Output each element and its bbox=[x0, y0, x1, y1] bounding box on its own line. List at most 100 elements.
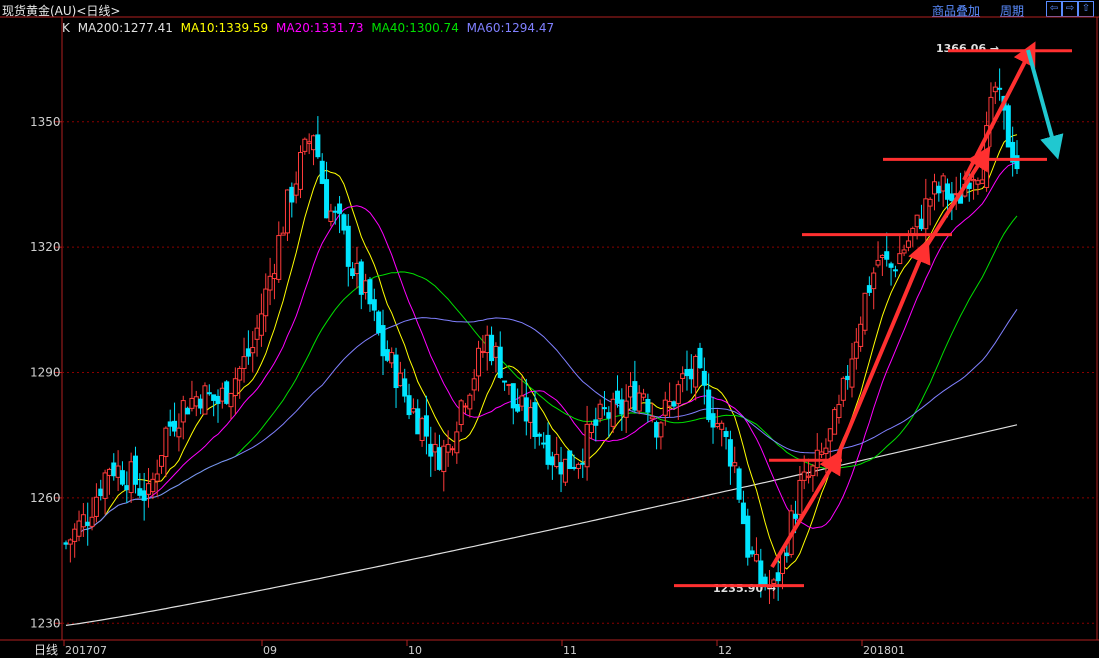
candle-body bbox=[606, 412, 612, 419]
candle-body bbox=[636, 392, 642, 412]
legend-ma200: MA200:1277.41 bbox=[77, 21, 173, 35]
candle-body bbox=[410, 408, 416, 413]
overlay-button[interactable]: 商品叠加 bbox=[932, 4, 981, 18]
candle-body bbox=[93, 496, 99, 517]
candle-body bbox=[753, 554, 759, 562]
ma-legend: K MA200:1277.41 MA10:1339.59 MA20:1331.7… bbox=[62, 21, 558, 35]
candle-body bbox=[132, 455, 138, 485]
candle-body bbox=[237, 367, 243, 381]
candle-body bbox=[853, 341, 859, 359]
candle-body bbox=[619, 399, 625, 415]
candle-body bbox=[215, 395, 221, 404]
candle-body bbox=[315, 134, 321, 158]
candle-body bbox=[354, 262, 360, 275]
candle-body bbox=[159, 455, 165, 467]
candle-body bbox=[931, 181, 937, 195]
candle-body bbox=[688, 368, 694, 380]
candle-body bbox=[189, 397, 195, 409]
candle-body bbox=[302, 138, 308, 152]
high-price-label: 1366.06 → bbox=[936, 42, 999, 55]
candle-body bbox=[289, 186, 295, 203]
candle-body bbox=[428, 443, 434, 457]
candle-body bbox=[419, 418, 425, 442]
candle-body bbox=[523, 397, 529, 422]
candle-body bbox=[497, 346, 503, 378]
ma20-line bbox=[65, 161, 1018, 545]
candle-body bbox=[940, 175, 946, 192]
legend-ma20: MA20:1331.73 bbox=[276, 21, 364, 35]
candle-body bbox=[536, 433, 542, 437]
candle-body bbox=[675, 384, 681, 404]
x-tick-label: 10 bbox=[408, 644, 422, 657]
candle-body bbox=[219, 387, 225, 402]
candle-body bbox=[476, 347, 482, 377]
candle-body bbox=[367, 279, 373, 305]
x-tick-label: 11 bbox=[563, 644, 577, 657]
candle-body bbox=[888, 263, 894, 268]
candle-body bbox=[897, 253, 903, 265]
candle-body bbox=[784, 552, 790, 557]
candle-body bbox=[597, 403, 603, 420]
candle-body bbox=[358, 261, 364, 295]
candle-body bbox=[341, 214, 347, 231]
candle-body bbox=[167, 421, 173, 427]
candle-body bbox=[628, 385, 634, 398]
trend-arrow bbox=[962, 41, 1036, 181]
candle-body bbox=[519, 395, 525, 407]
candle-body bbox=[484, 334, 490, 354]
candle-body bbox=[528, 407, 534, 423]
candle-body bbox=[875, 259, 881, 266]
candle-body bbox=[202, 385, 208, 415]
candle-body bbox=[193, 396, 199, 407]
candle-body bbox=[832, 409, 838, 435]
ma200-line bbox=[65, 424, 1018, 626]
candle-body bbox=[402, 378, 408, 397]
candle-body bbox=[892, 269, 898, 272]
candle-body bbox=[910, 227, 916, 235]
candle-body bbox=[554, 453, 560, 468]
candle-body bbox=[797, 479, 803, 515]
candle-body bbox=[436, 447, 442, 470]
candle-body bbox=[463, 405, 469, 408]
candle-body bbox=[397, 372, 403, 387]
candle-body bbox=[1010, 141, 1016, 163]
candle-body bbox=[89, 516, 95, 527]
candle-body bbox=[749, 550, 755, 555]
candle-body bbox=[224, 381, 230, 404]
candle-body bbox=[971, 179, 977, 182]
candle-body bbox=[819, 451, 825, 455]
candle-body bbox=[680, 373, 686, 379]
candle-body bbox=[654, 422, 660, 438]
candle-body bbox=[975, 180, 981, 185]
candle-body bbox=[758, 560, 764, 585]
candle-body bbox=[836, 404, 842, 419]
candle-body bbox=[332, 210, 338, 213]
candle-body bbox=[154, 473, 160, 482]
x-tick-label: 12 bbox=[718, 644, 732, 657]
candle-body bbox=[263, 288, 269, 317]
plot-frame bbox=[61, 16, 1098, 641]
candle-body bbox=[328, 210, 334, 223]
candle-body bbox=[324, 179, 330, 219]
candle-body bbox=[662, 399, 668, 416]
candle-body bbox=[119, 470, 125, 485]
candle-body bbox=[771, 579, 777, 585]
candle-body bbox=[571, 466, 577, 469]
candle-body bbox=[632, 381, 638, 411]
candle-body bbox=[810, 465, 816, 477]
candle-body bbox=[879, 254, 885, 259]
candle-body bbox=[137, 488, 143, 496]
candle-body bbox=[467, 394, 473, 410]
cycle-button[interactable]: 周期 bbox=[1000, 4, 1025, 18]
candle-body bbox=[914, 214, 920, 228]
candle-body bbox=[502, 380, 508, 383]
x-tick-label: 201801 bbox=[863, 644, 905, 657]
candle-body bbox=[432, 443, 438, 453]
candle-body bbox=[649, 416, 655, 420]
candle-body bbox=[98, 488, 104, 497]
candle-body bbox=[793, 513, 799, 519]
candle-body bbox=[311, 135, 317, 151]
candle-body bbox=[306, 141, 312, 144]
candle-body bbox=[541, 442, 547, 445]
candle-body bbox=[389, 352, 395, 364]
